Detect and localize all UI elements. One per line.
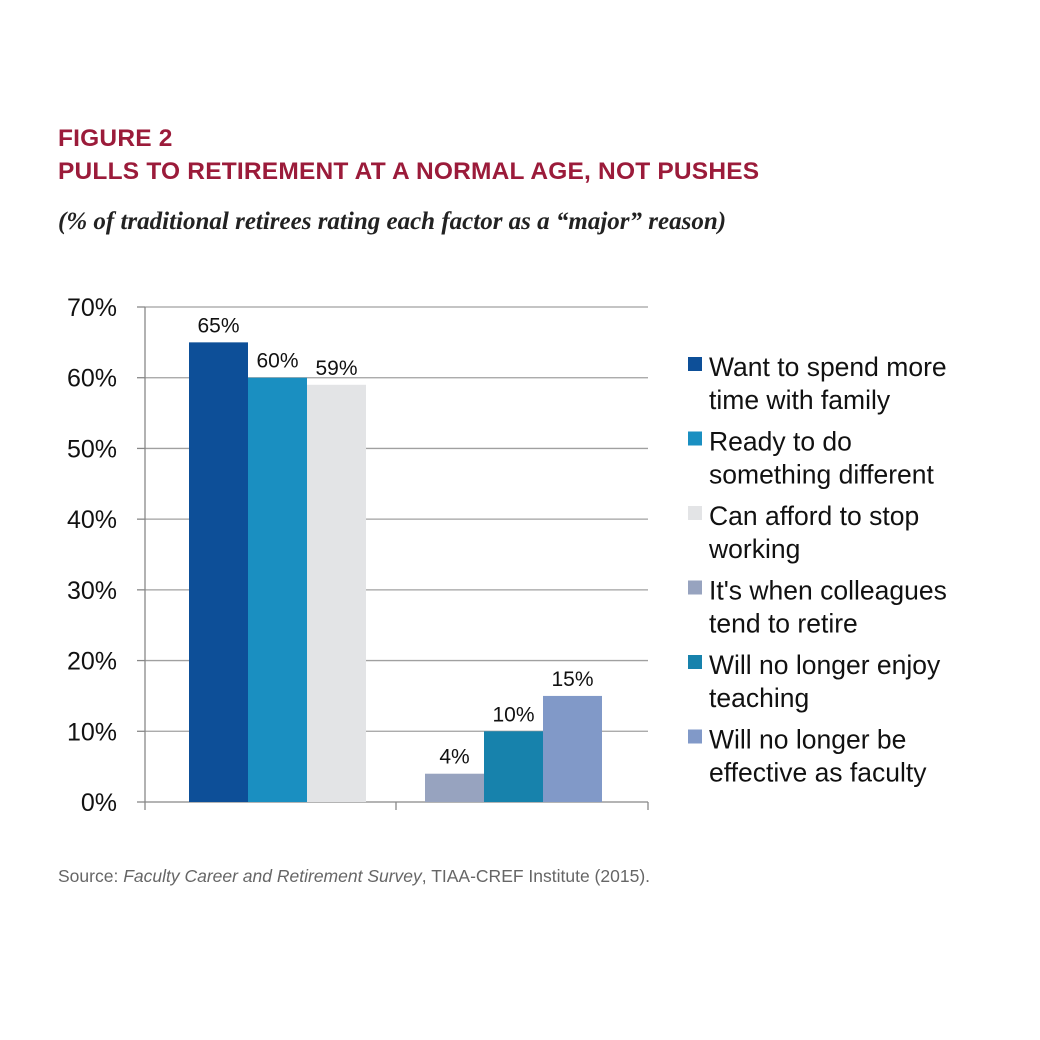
data-label: 59% — [315, 357, 357, 380]
y-tick-label: 70% — [67, 294, 117, 322]
source-title: Faculty Career and Retirement Survey — [123, 866, 422, 886]
legend-label: teaching — [709, 683, 809, 713]
legend-label: effective as faculty — [709, 758, 927, 788]
data-label: 65% — [197, 314, 239, 337]
legend-swatch — [688, 729, 702, 744]
legend-label: Ready to do — [709, 427, 852, 457]
figure-title: FIGURE 2 PULLS TO RETIREMENT AT A NORMAL… — [58, 122, 759, 188]
bar — [189, 342, 248, 802]
source-prefix: Source: — [58, 866, 124, 886]
legend-label: Want to spend more — [709, 352, 947, 382]
legend-label: Can afford to stop — [709, 501, 919, 531]
legend-label: Will no longer be — [709, 725, 906, 755]
bar — [248, 377, 307, 802]
y-tick-label: 40% — [67, 506, 117, 534]
y-tick-label: 30% — [67, 577, 117, 605]
legend-label: working — [708, 534, 800, 564]
data-label: 10% — [492, 703, 534, 726]
legend-label: something different — [709, 460, 935, 490]
legend-swatch — [688, 357, 702, 371]
legend-label: tend to retire — [709, 609, 858, 639]
legend-label: Will no longer enjoy — [709, 650, 941, 680]
bar — [425, 773, 484, 802]
legend-label: time with family — [709, 385, 891, 415]
y-tick-label: 0% — [81, 789, 117, 817]
source-suffix: , TIAA-CREF Institute (2015). — [421, 866, 651, 886]
bar — [307, 384, 366, 802]
data-label: 4% — [439, 746, 469, 769]
y-tick-label: 10% — [67, 718, 117, 746]
legend-swatch — [688, 431, 702, 446]
legend-swatch — [688, 506, 702, 520]
source-note: Source: Faculty Career and Retirement Su… — [58, 866, 650, 887]
y-tick-label: 60% — [67, 365, 117, 393]
figure-label: FIGURE 2 — [58, 125, 173, 152]
bar — [543, 695, 602, 802]
figure-heading: PULLS TO RETIREMENT AT A NORMAL AGE, NOT… — [58, 158, 760, 185]
y-tick-label: 50% — [67, 435, 117, 463]
data-label: 15% — [551, 668, 593, 691]
y-tick-label: 20% — [67, 648, 117, 676]
legend-swatch — [688, 655, 702, 669]
figure-subtitle: (% of traditional retirees rating each f… — [58, 208, 727, 235]
bar — [484, 731, 543, 802]
legend-label: It's when colleagues — [709, 576, 947, 606]
legend-swatch — [688, 580, 702, 595]
data-label: 60% — [256, 350, 298, 373]
